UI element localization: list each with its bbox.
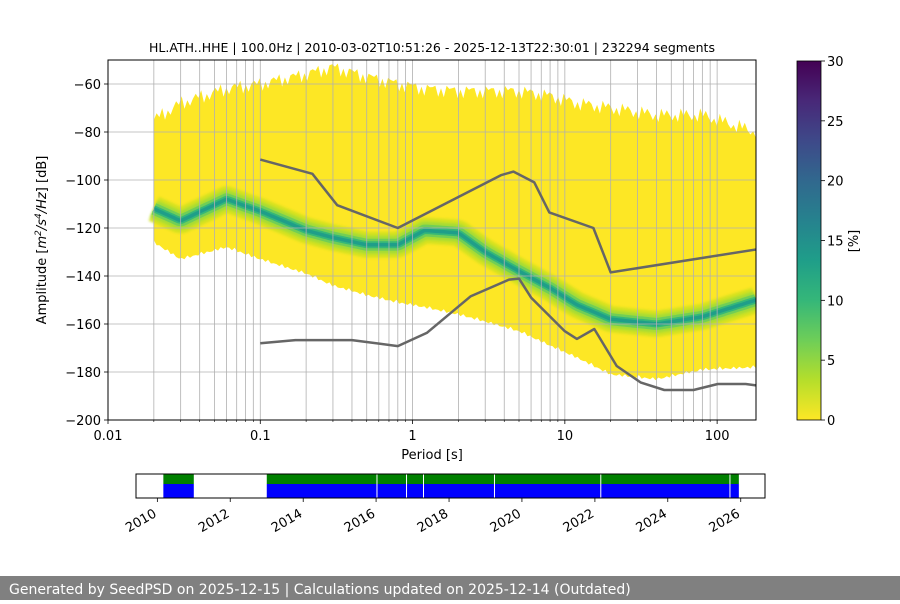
availability-axis: 2010 2012 2014 2016 2018 2020 2022 2024 2026 (123, 498, 743, 536)
timeline-tick-label: 2024 (634, 506, 670, 536)
availability-timeline: 2010 2012 2014 2016 2018 2020 2022 2024 2026 (123, 473, 766, 536)
y-axis: −60 −80 −100 −120 −140 −160 −180 −200 (65, 78, 108, 429)
x-tick-label: 100 (705, 429, 730, 444)
x-axis-label: Period [s] (401, 448, 463, 463)
timeline-tick-label: 2018 (415, 506, 451, 536)
y-tick-label: −60 (74, 78, 101, 93)
data-segment (163, 484, 194, 498)
data-segment (266, 484, 739, 498)
processed-segment (163, 474, 194, 484)
noise-model-curves (259, 158, 756, 392)
timeline-tick-label: 2022 (561, 506, 597, 536)
timeline-tick-label: 2020 (488, 506, 524, 536)
colorbar-tick-label: 10 (827, 294, 844, 309)
x-tick-label: 10 (557, 429, 574, 444)
availability-frame (135, 473, 766, 499)
timeline-tick-label: 2016 (342, 506, 378, 536)
colorbar-tick-label: 5 (827, 354, 835, 369)
timeline-tick-label: 2010 (123, 506, 159, 536)
processed-segment (266, 474, 739, 484)
colorbar-tick-label: 0 (827, 414, 835, 429)
x-tick-label: 1 (408, 429, 416, 444)
colorbar-gradient (796, 60, 822, 421)
chart-title: HL.ATH..HHE | 100.0Hz | 2010-03-02T10:51… (149, 40, 715, 55)
reference-curve (260, 277, 756, 392)
psd-plot: 0.01 0.1 1 10 100 −60 −80 −100 −120 −140 −160 −180… (65, 59, 757, 444)
y-tick-label: −200 (65, 414, 101, 429)
colorbar: 0 5 10 15 20 25 30 [%] (796, 55, 862, 429)
x-tick-label: 0.1 (250, 429, 271, 444)
y-axis-label: Amplitude [m2/s4/Hz] [dB] (34, 156, 50, 325)
colorbar-tick-label: 25 (827, 115, 844, 130)
colorbar-tick-label: 20 (827, 175, 844, 190)
availability-segments (163, 474, 739, 498)
plot-frame (107, 59, 757, 421)
y-tick-label: −140 (65, 270, 101, 285)
timeline-tick-label: 2014 (269, 506, 305, 536)
timeline-tick-label: 2012 (196, 506, 232, 536)
footer-bar: Generated by SeedPSD on 2025-12-15 | Cal… (0, 576, 900, 600)
timeline-tick-label: 2026 (707, 506, 743, 536)
colorbar-tick-label: 15 (827, 235, 844, 250)
y-tick-label: −80 (74, 126, 101, 141)
y-tick-label: −100 (65, 174, 101, 189)
colorbar-ticks: 0 5 10 15 20 25 30 (821, 55, 844, 429)
colorbar-tick-label: 30 (827, 55, 844, 70)
grid (107, 60, 756, 421)
x-axis: 0.01 0.1 1 10 100 (94, 420, 730, 444)
x-tick-label: 0.01 (94, 429, 123, 444)
y-tick-label: −180 (65, 366, 101, 381)
y-tick-label: −160 (65, 318, 101, 333)
reference-curve (259, 158, 756, 274)
footer-text: Generated by SeedPSD on 2025-12-15 | Cal… (9, 582, 631, 598)
colorbar-label: [%] (847, 230, 862, 253)
y-tick-label: −120 (65, 222, 101, 237)
